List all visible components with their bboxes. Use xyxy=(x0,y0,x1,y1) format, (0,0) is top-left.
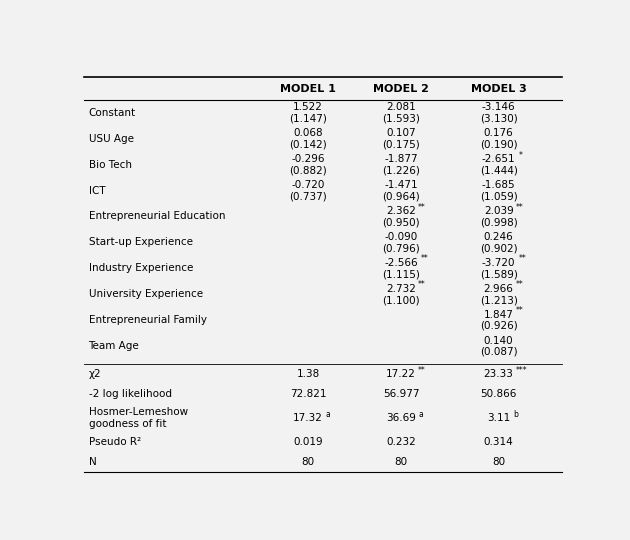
Text: (1.100): (1.100) xyxy=(382,295,420,305)
Text: 1.522: 1.522 xyxy=(294,102,323,112)
Text: (0.998): (0.998) xyxy=(480,217,517,227)
Text: **: ** xyxy=(516,280,524,289)
Text: (3.130): (3.130) xyxy=(480,113,517,124)
Text: (0.087): (0.087) xyxy=(480,347,517,357)
Text: -3.720: -3.720 xyxy=(482,258,515,268)
Text: (1.147): (1.147) xyxy=(289,113,327,124)
Text: **: ** xyxy=(418,366,426,375)
Text: 3.11: 3.11 xyxy=(487,413,510,423)
Text: -1.471: -1.471 xyxy=(384,180,418,190)
Text: 50.866: 50.866 xyxy=(481,389,517,399)
Text: *: * xyxy=(518,151,522,160)
Text: b: b xyxy=(513,410,518,419)
Text: (0.737): (0.737) xyxy=(289,191,327,201)
Text: (0.926): (0.926) xyxy=(480,321,517,331)
Text: **: ** xyxy=(418,280,426,289)
Text: 72.821: 72.821 xyxy=(290,389,326,399)
Text: 1.38: 1.38 xyxy=(297,369,320,379)
Text: ICT: ICT xyxy=(88,186,105,195)
Text: 0.140: 0.140 xyxy=(484,335,513,346)
Text: -0.296: -0.296 xyxy=(292,154,325,164)
Text: **: ** xyxy=(421,254,429,264)
Text: (0.902): (0.902) xyxy=(480,243,517,253)
Text: 56.977: 56.977 xyxy=(383,389,419,399)
Text: 0.176: 0.176 xyxy=(484,128,513,138)
Text: 2.039: 2.039 xyxy=(484,206,513,216)
Text: Start-up Experience: Start-up Experience xyxy=(88,238,193,247)
Text: **: ** xyxy=(516,202,524,212)
Text: 0.019: 0.019 xyxy=(294,437,323,447)
Text: **: ** xyxy=(516,306,524,315)
Text: 2.732: 2.732 xyxy=(386,284,416,294)
Text: 2.081: 2.081 xyxy=(386,102,416,112)
Text: (1.593): (1.593) xyxy=(382,113,420,124)
Text: 1.847: 1.847 xyxy=(484,309,513,320)
Text: 2.966: 2.966 xyxy=(484,284,513,294)
Text: -0.090: -0.090 xyxy=(384,232,418,242)
Text: **: ** xyxy=(518,254,527,264)
Text: a: a xyxy=(325,410,330,419)
Text: 17.32: 17.32 xyxy=(294,413,323,423)
Text: (0.950): (0.950) xyxy=(382,217,420,227)
Text: -2.566: -2.566 xyxy=(384,258,418,268)
Text: 80: 80 xyxy=(302,457,315,467)
Text: -1.685: -1.685 xyxy=(482,180,515,190)
Text: (1.589): (1.589) xyxy=(479,269,518,279)
Text: 0.314: 0.314 xyxy=(484,437,513,447)
Text: Entrepreneurial Education: Entrepreneurial Education xyxy=(88,212,225,221)
Text: (1.213): (1.213) xyxy=(479,295,518,305)
Text: a: a xyxy=(418,410,423,419)
Text: 80: 80 xyxy=(394,457,408,467)
Text: (1.226): (1.226) xyxy=(382,165,420,176)
Text: (1.444): (1.444) xyxy=(479,165,518,176)
Text: Team Age: Team Age xyxy=(88,341,139,351)
Text: (1.059): (1.059) xyxy=(480,191,517,201)
Text: 0.068: 0.068 xyxy=(294,128,323,138)
Text: Hosmer-Lemeshow: Hosmer-Lemeshow xyxy=(88,407,188,417)
Text: 0.232: 0.232 xyxy=(386,437,416,447)
Text: (0.175): (0.175) xyxy=(382,139,420,150)
Text: N: N xyxy=(88,457,96,467)
Text: Bio Tech: Bio Tech xyxy=(88,160,132,170)
Text: ***: *** xyxy=(516,366,527,375)
Text: 0.107: 0.107 xyxy=(386,128,416,138)
Text: MODEL 1: MODEL 1 xyxy=(280,84,336,93)
Text: (0.190): (0.190) xyxy=(480,139,517,150)
Text: USU Age: USU Age xyxy=(88,134,134,144)
Text: (1.115): (1.115) xyxy=(382,269,420,279)
Text: -3.146: -3.146 xyxy=(482,102,515,112)
Text: -2 log likelihood: -2 log likelihood xyxy=(88,389,171,399)
Text: 0.246: 0.246 xyxy=(484,232,513,242)
Text: 36.69: 36.69 xyxy=(386,413,416,423)
Text: 17.22: 17.22 xyxy=(386,369,416,379)
Text: Entrepreneurial Family: Entrepreneurial Family xyxy=(88,315,207,325)
Text: Industry Experience: Industry Experience xyxy=(88,264,193,273)
Text: MODEL 3: MODEL 3 xyxy=(471,84,527,93)
Text: (0.882): (0.882) xyxy=(289,165,327,176)
Text: χ2: χ2 xyxy=(88,369,101,379)
Text: 80: 80 xyxy=(492,457,505,467)
Text: **: ** xyxy=(418,202,426,212)
Text: MODEL 2: MODEL 2 xyxy=(373,84,429,93)
Text: 2.362: 2.362 xyxy=(386,206,416,216)
Text: -1.877: -1.877 xyxy=(384,154,418,164)
Text: 23.33: 23.33 xyxy=(484,369,513,379)
Text: (0.964): (0.964) xyxy=(382,191,420,201)
Text: Constant: Constant xyxy=(88,107,135,118)
Text: (0.796): (0.796) xyxy=(382,243,420,253)
Text: -2.651: -2.651 xyxy=(482,154,515,164)
Text: University Experience: University Experience xyxy=(88,289,203,299)
Text: Pseudo R²: Pseudo R² xyxy=(88,437,140,447)
Text: (0.142): (0.142) xyxy=(289,139,327,150)
Text: goodness of fit: goodness of fit xyxy=(88,419,166,429)
Text: -0.720: -0.720 xyxy=(292,180,325,190)
